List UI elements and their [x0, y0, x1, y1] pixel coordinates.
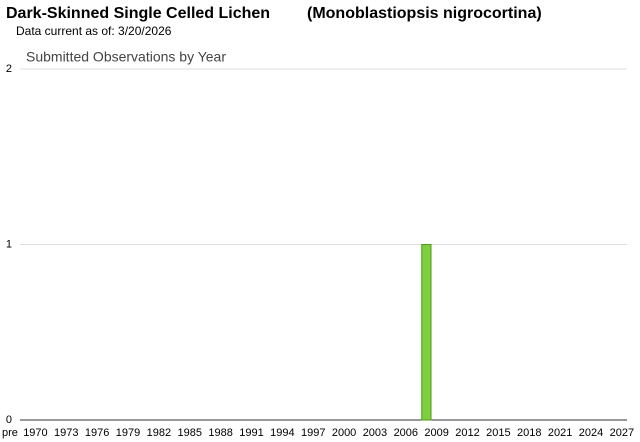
x-tick-label: 1988: [208, 427, 232, 439]
y-tick-label: 1: [6, 238, 12, 250]
y-tick-label: 0: [6, 414, 12, 426]
common-name: Dark-Skinned Single Celled Lichen: [6, 5, 270, 22]
chart-title: Submitted Observations by Year: [26, 49, 226, 65]
x-tick-label: 2015: [486, 427, 510, 439]
x-tick-label: 2021: [548, 427, 572, 439]
x-tick-label: 1970: [23, 427, 47, 439]
x-tick-label: 1991: [239, 427, 263, 439]
x-tick-label: 1997: [301, 427, 325, 439]
x-tick-label: 2024: [579, 427, 603, 439]
x-tick-label: 2027: [610, 427, 634, 439]
x-tick-label: 2003: [363, 427, 387, 439]
x-tick-label: 1976: [85, 427, 109, 439]
x-tick-label: 2012: [455, 427, 479, 439]
x-tick-label: 2009: [424, 427, 448, 439]
x-tick-label: 2000: [332, 427, 356, 439]
x-tick-label: 1982: [147, 427, 171, 439]
bar: [421, 244, 432, 421]
scientific-name: (Monoblastiopsis nigrocortina): [307, 5, 542, 22]
x-tick-label: 1973: [54, 427, 78, 439]
x-tick-label: 2018: [517, 427, 541, 439]
data-date: Data current as of: 3/20/2026: [16, 24, 172, 38]
x-tick-label: 1994: [270, 427, 294, 439]
x-tick-label: 1985: [178, 427, 202, 439]
x-tick-label: 2006: [394, 427, 418, 439]
y-tick-label: 2: [6, 63, 12, 75]
x-tick-label: pre: [2, 427, 18, 439]
x-tick-label: 1979: [116, 427, 140, 439]
